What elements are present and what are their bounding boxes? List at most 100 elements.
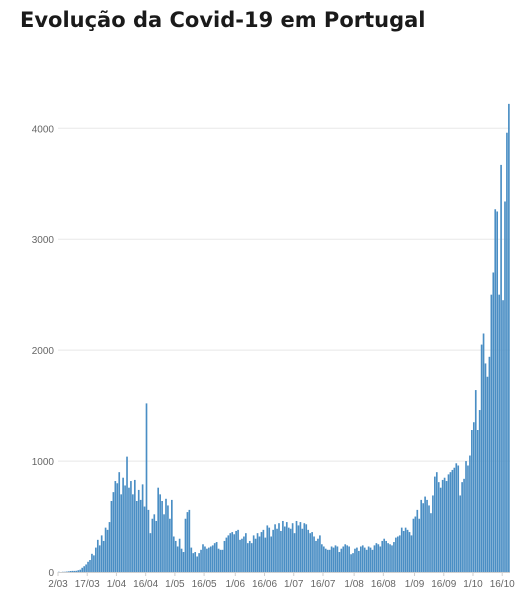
bar — [213, 543, 216, 572]
bar — [387, 543, 389, 572]
bar — [358, 550, 360, 572]
bar — [167, 505, 169, 572]
bar — [67, 571, 70, 572]
bar — [272, 529, 274, 572]
bar — [346, 545, 348, 572]
bar — [114, 481, 117, 572]
bar — [319, 535, 321, 572]
bar — [149, 533, 152, 572]
bar — [348, 546, 350, 572]
bar — [165, 498, 167, 572]
bar — [248, 540, 251, 572]
bar — [194, 552, 197, 572]
bar — [128, 487, 130, 572]
bar — [391, 545, 393, 572]
bar — [98, 545, 101, 572]
bar — [204, 546, 206, 572]
bar — [256, 533, 259, 572]
bar — [96, 539, 99, 572]
bar — [151, 518, 154, 572]
bar — [328, 549, 331, 572]
bar — [363, 547, 366, 572]
bar — [402, 530, 405, 572]
y-tick-label: 4000 — [32, 124, 55, 135]
bar — [398, 535, 401, 572]
bar — [508, 103, 510, 573]
bar — [110, 501, 113, 572]
bar — [102, 540, 105, 572]
bar — [375, 543, 378, 572]
bar — [233, 534, 235, 572]
bar — [250, 543, 253, 572]
bar — [426, 499, 428, 572]
bar — [504, 201, 506, 573]
bar — [287, 527, 290, 572]
bar — [324, 548, 327, 572]
bar — [465, 461, 467, 572]
bar — [414, 516, 417, 572]
bar — [474, 390, 477, 572]
bar — [206, 548, 208, 572]
bar — [359, 546, 362, 572]
bar — [237, 529, 239, 572]
bar — [75, 570, 78, 572]
bar — [116, 483, 119, 572]
bar — [336, 546, 339, 572]
bar — [124, 485, 126, 572]
bar — [209, 546, 212, 572]
bar — [278, 523, 280, 572]
bar — [280, 530, 282, 572]
bar — [104, 527, 107, 572]
y-axis-labels: 0 1000 2000 3000 4000 — [32, 124, 55, 579]
bar — [161, 501, 163, 572]
bar — [130, 481, 132, 572]
bar — [441, 479, 444, 572]
y-tick-label: 0 — [48, 568, 54, 579]
bar — [200, 549, 202, 572]
bar — [486, 376, 489, 572]
bar — [482, 333, 485, 572]
x-axis-ticks: 2/03 17/03 1/04 16/04 1/05 16/05 1/06 16/06 1/07… — [48, 572, 515, 590]
bar — [365, 549, 368, 572]
bar — [260, 532, 263, 572]
bar — [137, 489, 140, 572]
bar — [157, 487, 160, 572]
bar — [369, 547, 372, 572]
bar — [428, 505, 430, 572]
bar — [239, 539, 241, 572]
bar — [264, 537, 267, 572]
bar — [258, 536, 261, 572]
y-tick-label: 1000 — [32, 457, 55, 468]
bar — [500, 164, 502, 572]
bar — [182, 552, 185, 572]
bar — [229, 533, 232, 572]
bar — [406, 529, 409, 572]
bar — [176, 546, 179, 572]
bar — [215, 542, 218, 572]
bar — [379, 546, 382, 572]
bar — [186, 512, 189, 572]
bar — [472, 422, 475, 572]
bar — [126, 456, 128, 572]
bar — [361, 545, 364, 572]
bar — [478, 410, 481, 572]
bar — [435, 472, 438, 572]
bar — [467, 465, 469, 572]
bar — [461, 482, 463, 572]
bar — [476, 430, 479, 572]
bar — [143, 506, 146, 572]
bar — [118, 472, 121, 572]
bar — [77, 570, 80, 572]
bar — [480, 344, 483, 572]
bar — [69, 571, 72, 572]
bar — [276, 528, 278, 572]
bar — [108, 522, 111, 572]
bar — [198, 553, 200, 572]
bar — [340, 548, 343, 572]
bar — [254, 538, 257, 572]
x-tick-label: 1/04 — [107, 579, 127, 590]
bar — [241, 538, 243, 572]
x-tick-label: 1/06 — [226, 579, 246, 590]
bar — [188, 509, 191, 572]
bar — [301, 528, 304, 572]
